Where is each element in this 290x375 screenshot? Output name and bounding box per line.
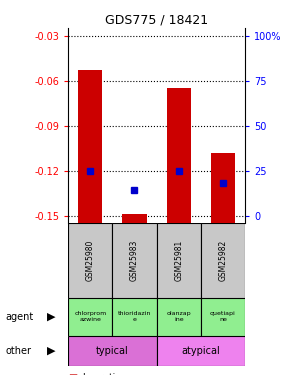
Bar — [112, 298, 157, 336]
Text: GSM25980: GSM25980 — [86, 240, 95, 281]
Bar — [68, 223, 112, 298]
Bar — [211, 153, 235, 223]
Text: thioridazin
e: thioridazin e — [118, 312, 151, 322]
Text: other: other — [6, 346, 32, 355]
Text: ▶: ▶ — [46, 312, 55, 322]
Text: GSM25981: GSM25981 — [174, 240, 183, 281]
Bar — [78, 70, 102, 223]
Text: GSM25983: GSM25983 — [130, 240, 139, 281]
Bar — [68, 298, 112, 336]
Text: ▶: ▶ — [46, 346, 55, 355]
Bar — [157, 336, 245, 366]
Text: atypical: atypical — [182, 346, 220, 355]
Bar — [157, 223, 201, 298]
Bar — [157, 298, 201, 336]
Text: olanzap
ine: olanzap ine — [166, 312, 191, 322]
Bar — [68, 336, 157, 366]
Title: GDS775 / 18421: GDS775 / 18421 — [105, 14, 208, 27]
Text: typical: typical — [96, 346, 129, 355]
Bar — [112, 223, 157, 298]
Text: chlorprom
azwine: chlorprom azwine — [74, 312, 106, 322]
Bar — [201, 223, 245, 298]
Text: log ratio: log ratio — [83, 373, 120, 375]
Bar — [166, 88, 191, 223]
Bar — [122, 214, 147, 223]
Text: GSM25982: GSM25982 — [218, 240, 227, 281]
Text: quetiapi
ne: quetiapi ne — [210, 312, 236, 322]
Bar — [201, 298, 245, 336]
Text: ■: ■ — [68, 373, 77, 375]
Text: agent: agent — [6, 312, 34, 322]
